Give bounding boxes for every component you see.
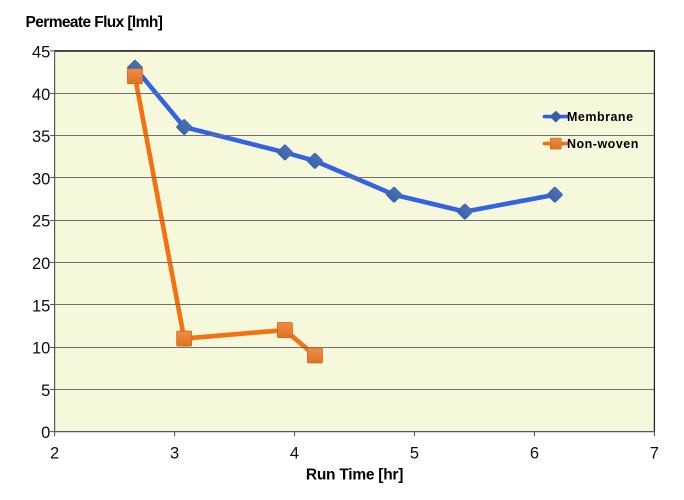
svg-text:35: 35 [32, 128, 50, 146]
svg-text:0: 0 [41, 424, 50, 442]
svg-text:2: 2 [50, 444, 59, 462]
svg-text:5: 5 [41, 382, 50, 400]
svg-text:3: 3 [170, 444, 179, 462]
svg-text:45: 45 [32, 44, 50, 62]
svg-text:20: 20 [32, 255, 50, 273]
svg-text:10: 10 [32, 340, 50, 358]
svg-text:Run Time [hr]: Run Time [hr] [306, 467, 403, 484]
svg-text:25: 25 [32, 213, 50, 231]
svg-text:5: 5 [410, 444, 419, 462]
svg-text:7: 7 [650, 444, 659, 462]
svg-text:6: 6 [530, 444, 539, 462]
svg-text:15: 15 [32, 297, 50, 315]
svg-text:40: 40 [32, 86, 50, 104]
svg-text:4: 4 [290, 444, 299, 462]
svg-text:Membrane: Membrane [567, 110, 634, 124]
svg-text:Permeate Flux [lmh]: Permeate Flux [lmh] [26, 14, 163, 31]
svg-text:Non-woven: Non-woven [567, 137, 639, 151]
svg-text:30: 30 [32, 170, 50, 188]
